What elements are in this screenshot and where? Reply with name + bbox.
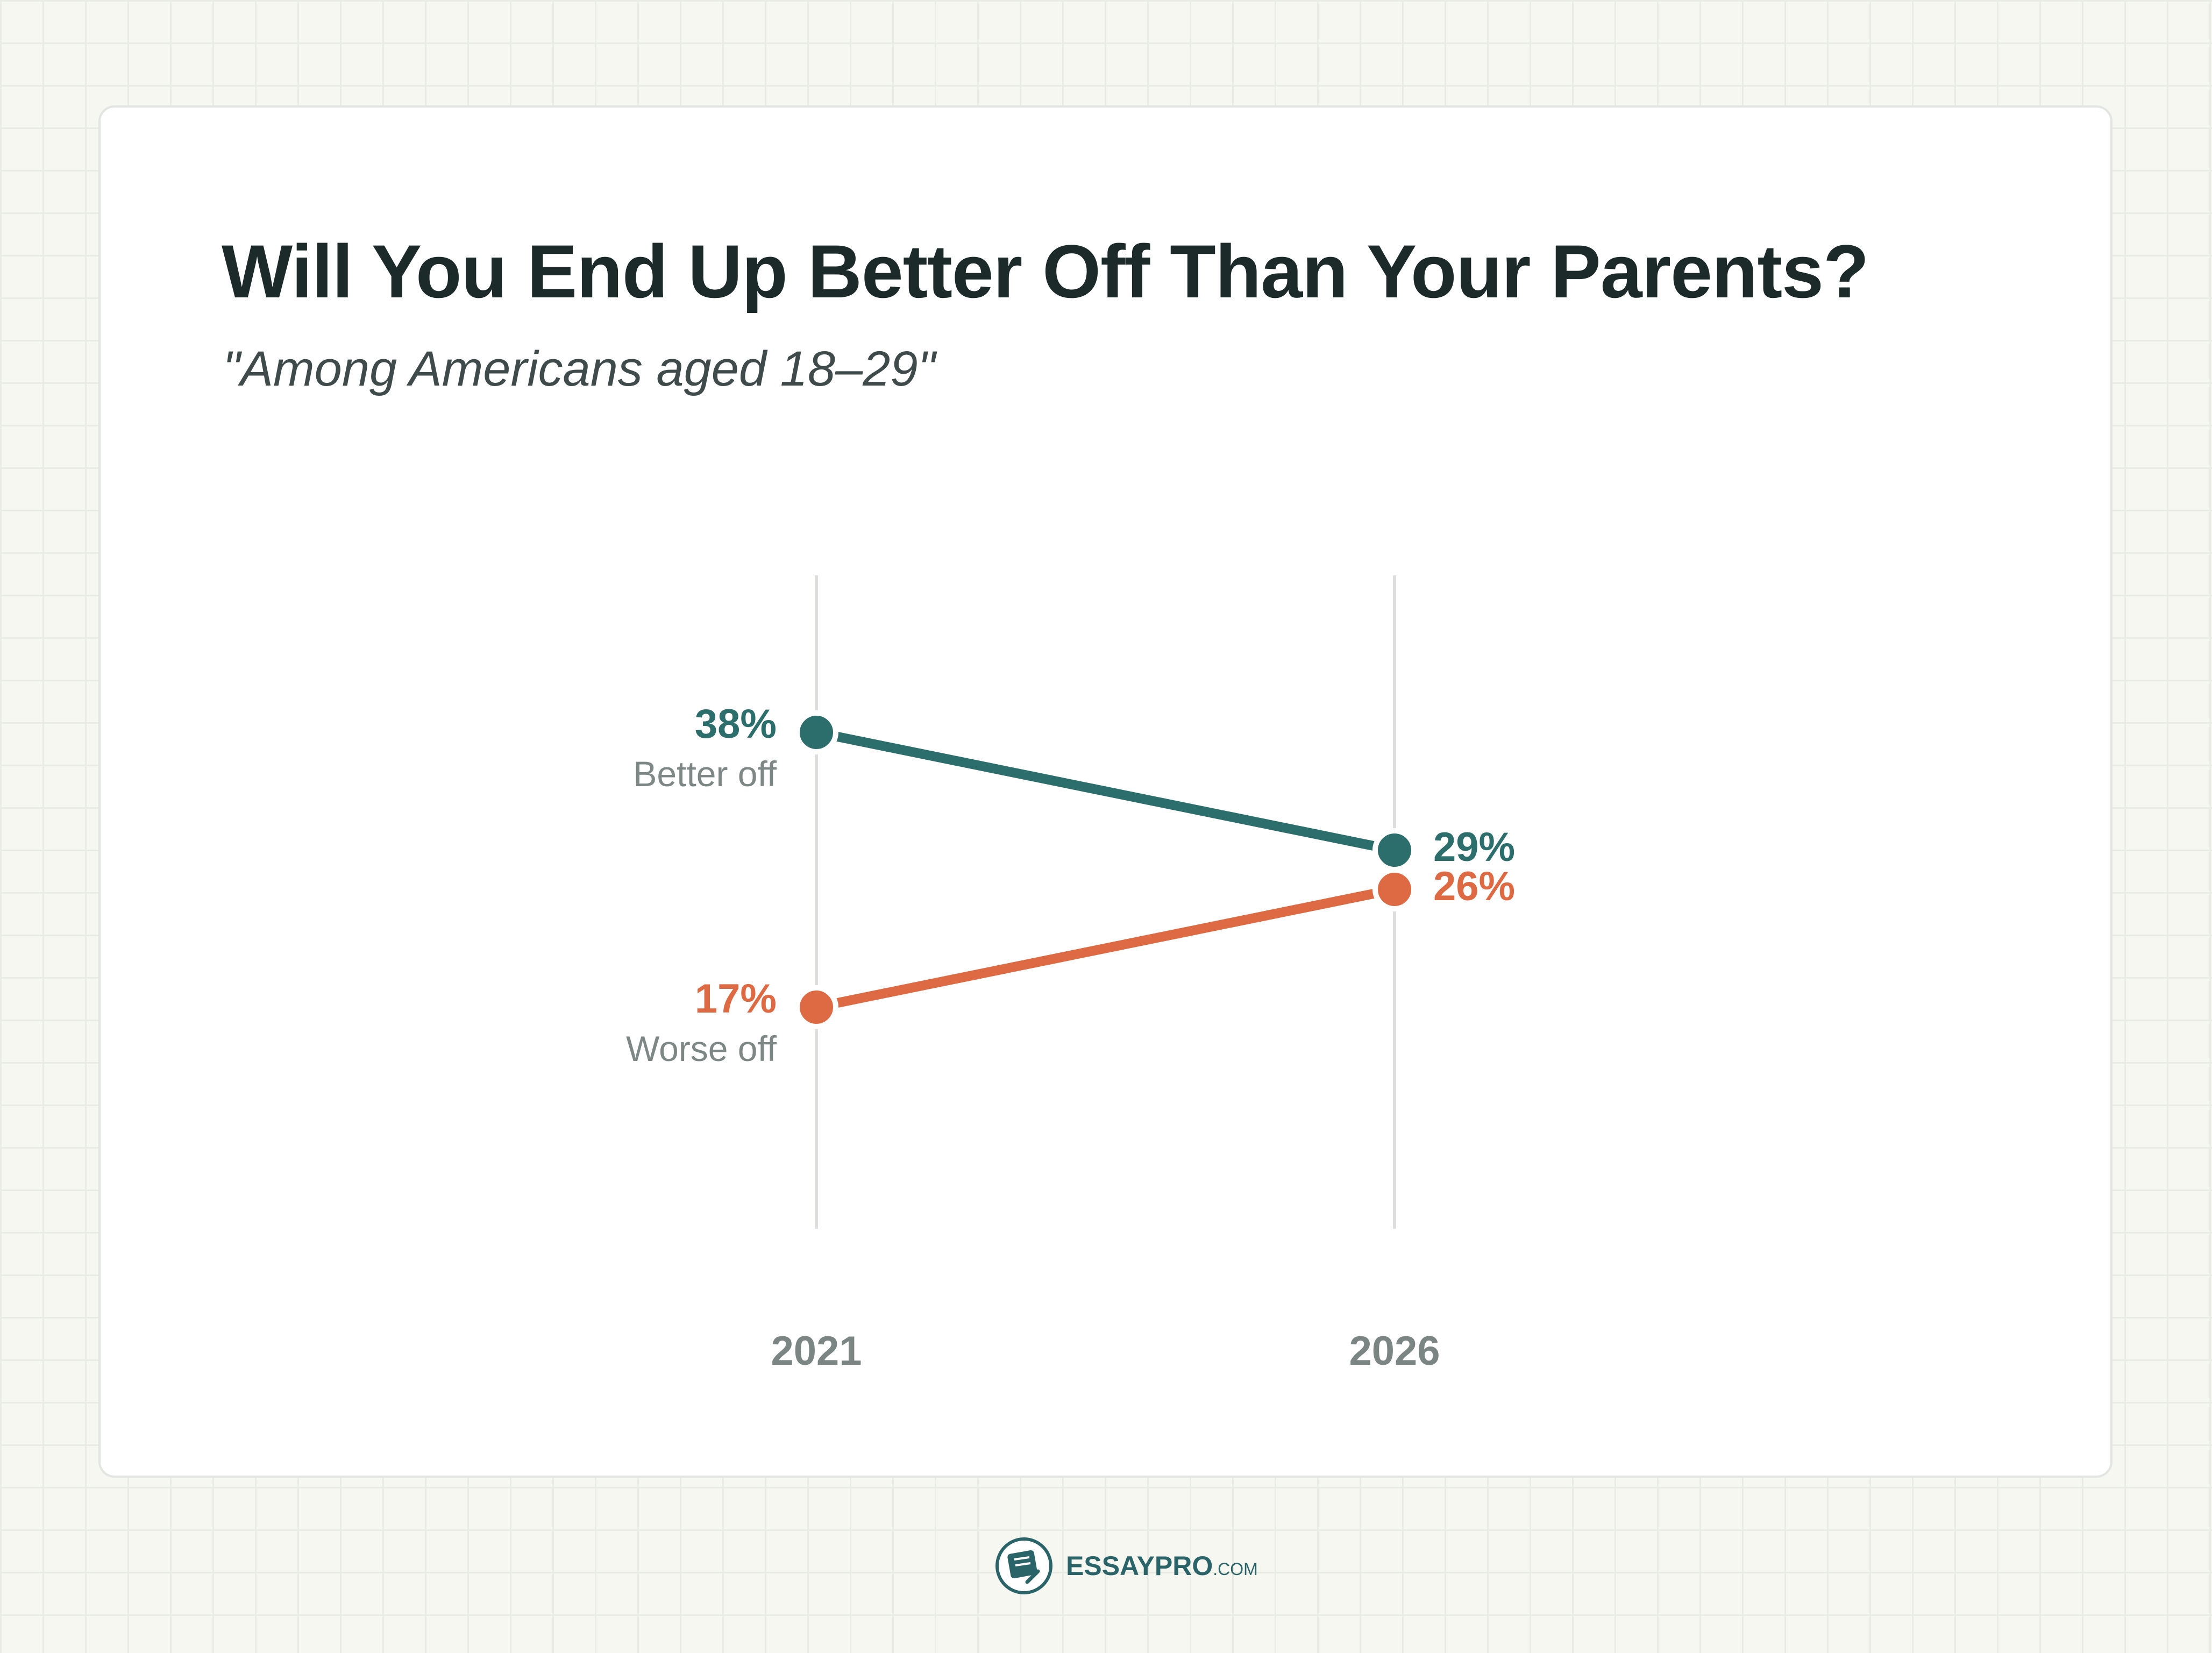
brand-suffix: .COM (1213, 1559, 1258, 1579)
series-name-better-off: Better off (633, 754, 777, 794)
data-label-worse-off-2021: 17% (695, 976, 777, 1022)
chart-title: Will You End Up Better Off Than Your Par… (222, 229, 1869, 314)
point-worse-off-2026 (1372, 867, 1417, 911)
point-better-off-2026 (1372, 828, 1417, 872)
data-label-better-off-2021: 38% (695, 701, 777, 747)
chart-subtitle: "Among Americans aged 18–29" (223, 341, 936, 396)
data-label-better-off-2026: 29% (1433, 824, 1515, 870)
series-name-worse-off: Worse off (626, 1029, 777, 1068)
point-worse-off-2021 (794, 985, 838, 1029)
series-line-better-off (812, 728, 1399, 855)
data-label-worse-off-2026: 26% (1433, 864, 1515, 909)
point-better-off-2021 (794, 710, 838, 754)
brand-wordmark: ESSAYPRO.COM (1066, 1550, 1258, 1581)
brand-name: ESSAYPRO (1066, 1551, 1213, 1581)
x-tick-label-2026: 2026 (1349, 1328, 1440, 1374)
x-tick-label-2021: 2021 (771, 1328, 862, 1374)
essaypro-logo-icon (995, 1537, 1052, 1594)
series-line-worse-off (812, 885, 1399, 1012)
footer-brand: ESSAYPRO.COM (994, 1536, 1258, 1596)
